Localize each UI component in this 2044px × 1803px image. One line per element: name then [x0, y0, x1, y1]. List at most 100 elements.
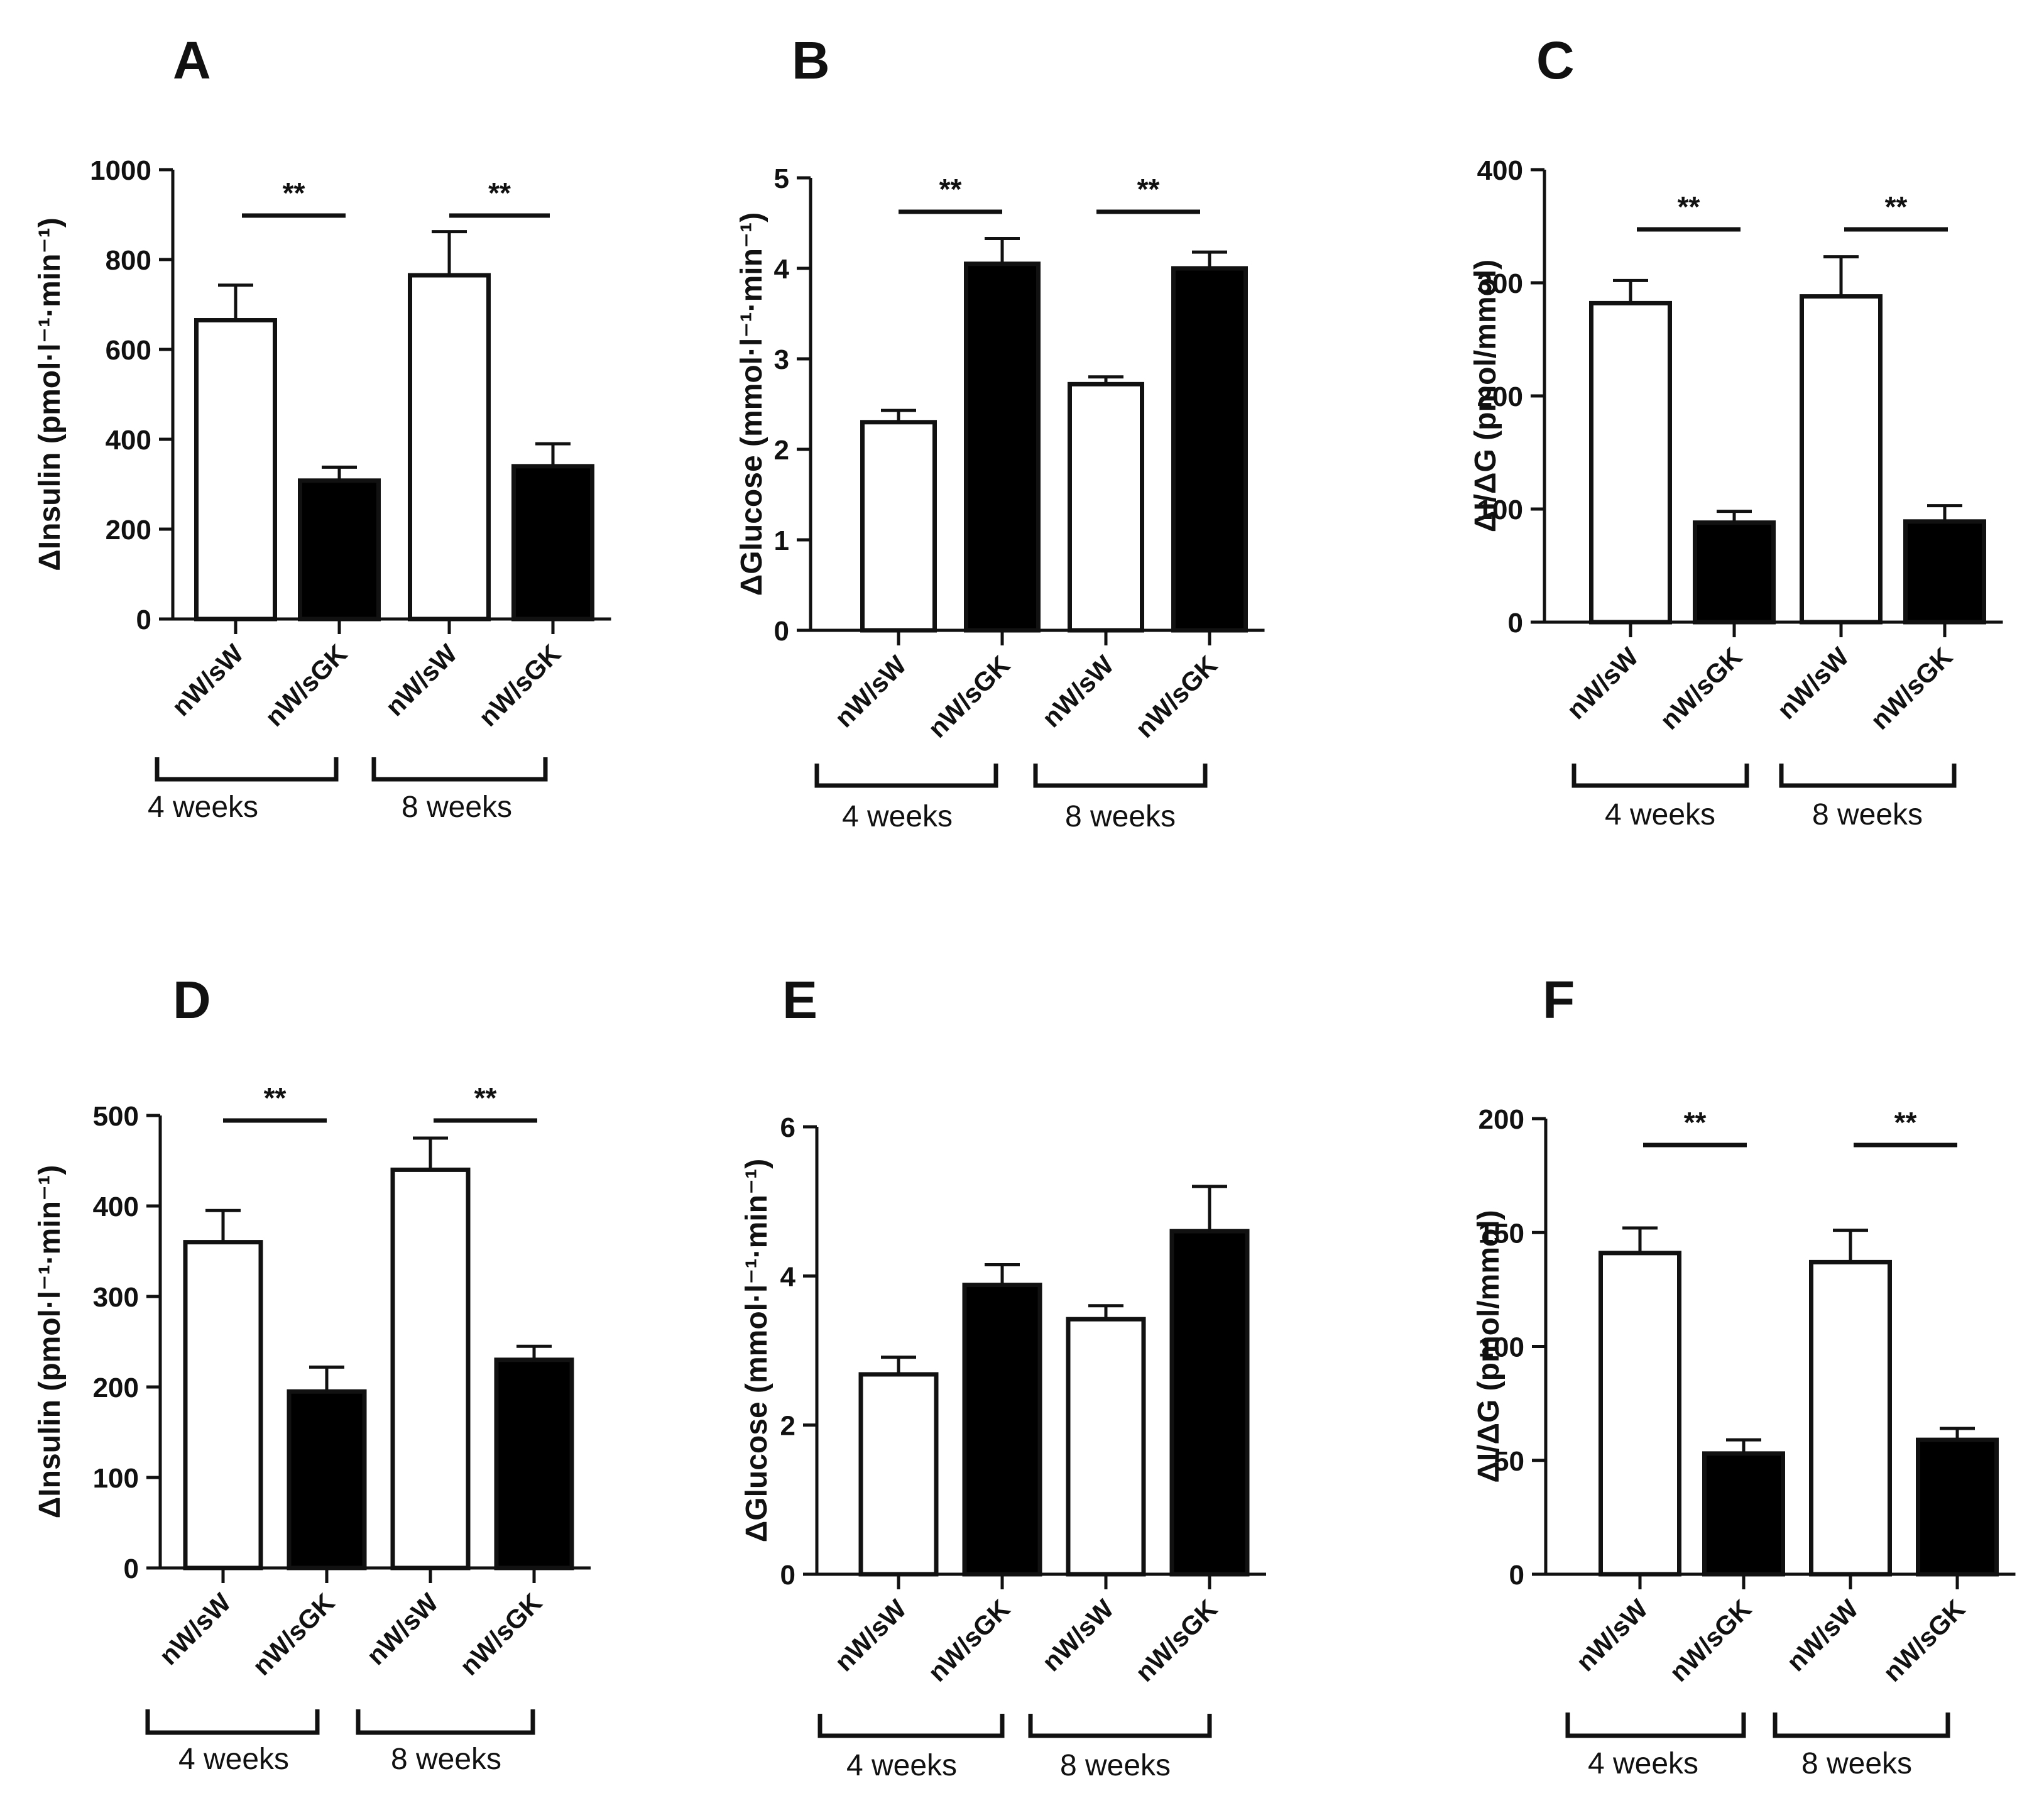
bar	[1809, 1259, 1892, 1577]
group-bracket	[356, 1709, 535, 1735]
panel-label: E	[782, 970, 817, 1029]
bar	[1589, 300, 1672, 625]
bar	[1693, 520, 1776, 625]
bar	[511, 464, 594, 622]
y-tick-label: 50	[1494, 1446, 1524, 1477]
significance-label: **	[1678, 190, 1700, 223]
y-tick-label: 0	[136, 605, 151, 635]
bar	[858, 1372, 939, 1577]
group-bracket	[817, 1714, 1005, 1738]
y-tick-label: 200	[106, 515, 151, 545]
y-tick-label: 4	[780, 1261, 796, 1292]
y-tick-label: 400	[93, 1192, 139, 1222]
bar	[183, 1240, 263, 1570]
panel-label: B	[792, 31, 830, 90]
panel-label: D	[173, 970, 211, 1029]
group-label: 8 weeks	[391, 1743, 501, 1776]
y-tick-label: 6	[780, 1112, 795, 1143]
group-bracket	[1028, 1714, 1212, 1738]
bar	[1916, 1437, 1999, 1577]
y-tick-label: 0	[1509, 1560, 1524, 1591]
y-axis-title: ΔGlucose (mmol·l⁻¹·min⁻¹)	[735, 212, 768, 596]
significance-label: **	[1684, 1106, 1707, 1139]
group-label: 8 weeks	[1812, 798, 1923, 831]
significance-label: **	[1137, 173, 1160, 206]
significance-label: **	[474, 1082, 497, 1114]
y-tick-label: 800	[106, 245, 151, 276]
group-label: 4 weeks	[178, 1743, 289, 1776]
panel-label: A	[173, 31, 211, 90]
group-label: 8 weeks	[1065, 800, 1176, 833]
y-tick-label: 0	[124, 1554, 139, 1584]
y-tick-label: 150	[1478, 1218, 1524, 1249]
y-tick-label: 0	[1508, 608, 1523, 638]
y-tick-label: 100	[1478, 1332, 1524, 1363]
group-bracket	[1033, 764, 1208, 788]
group-bracket	[155, 757, 339, 782]
y-tick-label: 100	[1477, 495, 1523, 525]
bar	[860, 420, 937, 633]
group-label: 4 weeks	[148, 791, 258, 824]
y-tick-label: 1	[774, 525, 789, 556]
panel-label: F	[1543, 970, 1575, 1029]
group-bracket	[145, 1709, 320, 1735]
y-tick-label: 300	[93, 1282, 139, 1313]
y-axis-title: ΔI/ΔG (pmol/mmol)	[1469, 260, 1502, 532]
group-bracket	[814, 764, 998, 788]
bar	[1169, 1229, 1250, 1577]
group-bracket	[1773, 1713, 1950, 1738]
y-tick-label: 0	[780, 1560, 795, 1591]
bar	[1068, 381, 1144, 633]
bar	[1702, 1451, 1785, 1577]
group-label: 8 weeks	[402, 791, 512, 824]
group-bracket	[1565, 1713, 1746, 1738]
y-tick-label: 100	[93, 1463, 139, 1494]
bar	[1599, 1251, 1681, 1577]
y-tick-label: 2	[774, 435, 789, 466]
group-label: 4 weeks	[846, 1749, 957, 1782]
y-axis-title: ΔInsulin (pmol·l⁻¹·min⁻¹)	[33, 217, 67, 571]
bar	[964, 261, 1041, 633]
group-label: 4 weeks	[1605, 798, 1715, 831]
group-label: 4 weeks	[842, 800, 953, 833]
significance-label: **	[1885, 190, 1908, 223]
group-label: 4 weeks	[1588, 1747, 1698, 1780]
bar	[390, 1167, 471, 1570]
y-tick-label: 1000	[90, 155, 151, 186]
y-tick-label: 400	[106, 425, 151, 456]
y-tick-label: 0	[774, 616, 789, 647]
bar	[1171, 266, 1248, 633]
bar	[287, 1389, 367, 1570]
group-label: 8 weeks	[1801, 1747, 1912, 1780]
y-tick-label: 4	[774, 254, 790, 285]
bar	[298, 478, 381, 622]
y-tick-label: 200	[1477, 381, 1523, 412]
significance-label: **	[939, 173, 962, 206]
y-axis-title: ΔInsulin (pmol·l⁻¹·min⁻¹)	[33, 1165, 67, 1518]
y-axis-title: ΔGlucose (mmol·l⁻¹·min⁻¹)	[740, 1159, 773, 1543]
significance-label: **	[264, 1082, 287, 1114]
group-bracket	[1779, 764, 1957, 788]
y-tick-label: 3	[774, 344, 789, 375]
panel-label: C	[1536, 31, 1575, 90]
y-tick-label: 600	[106, 335, 151, 366]
group-label: 8 weeks	[1060, 1749, 1171, 1782]
y-tick-label: 5	[774, 163, 789, 194]
bar	[494, 1357, 574, 1570]
group-bracket	[1571, 764, 1749, 788]
bar	[194, 318, 277, 622]
y-tick-label: 500	[93, 1101, 139, 1132]
significance-label: **	[488, 177, 511, 209]
y-axis-title: ΔI/ΔG (pmol/mmol)	[1472, 1210, 1506, 1482]
bar	[1800, 294, 1883, 625]
bar	[1066, 1317, 1146, 1577]
y-tick-label: 2	[780, 1411, 795, 1442]
significance-label: **	[283, 177, 305, 209]
y-tick-label: 200	[93, 1373, 139, 1403]
bar	[408, 273, 491, 622]
y-tick-label: 400	[1477, 155, 1523, 186]
